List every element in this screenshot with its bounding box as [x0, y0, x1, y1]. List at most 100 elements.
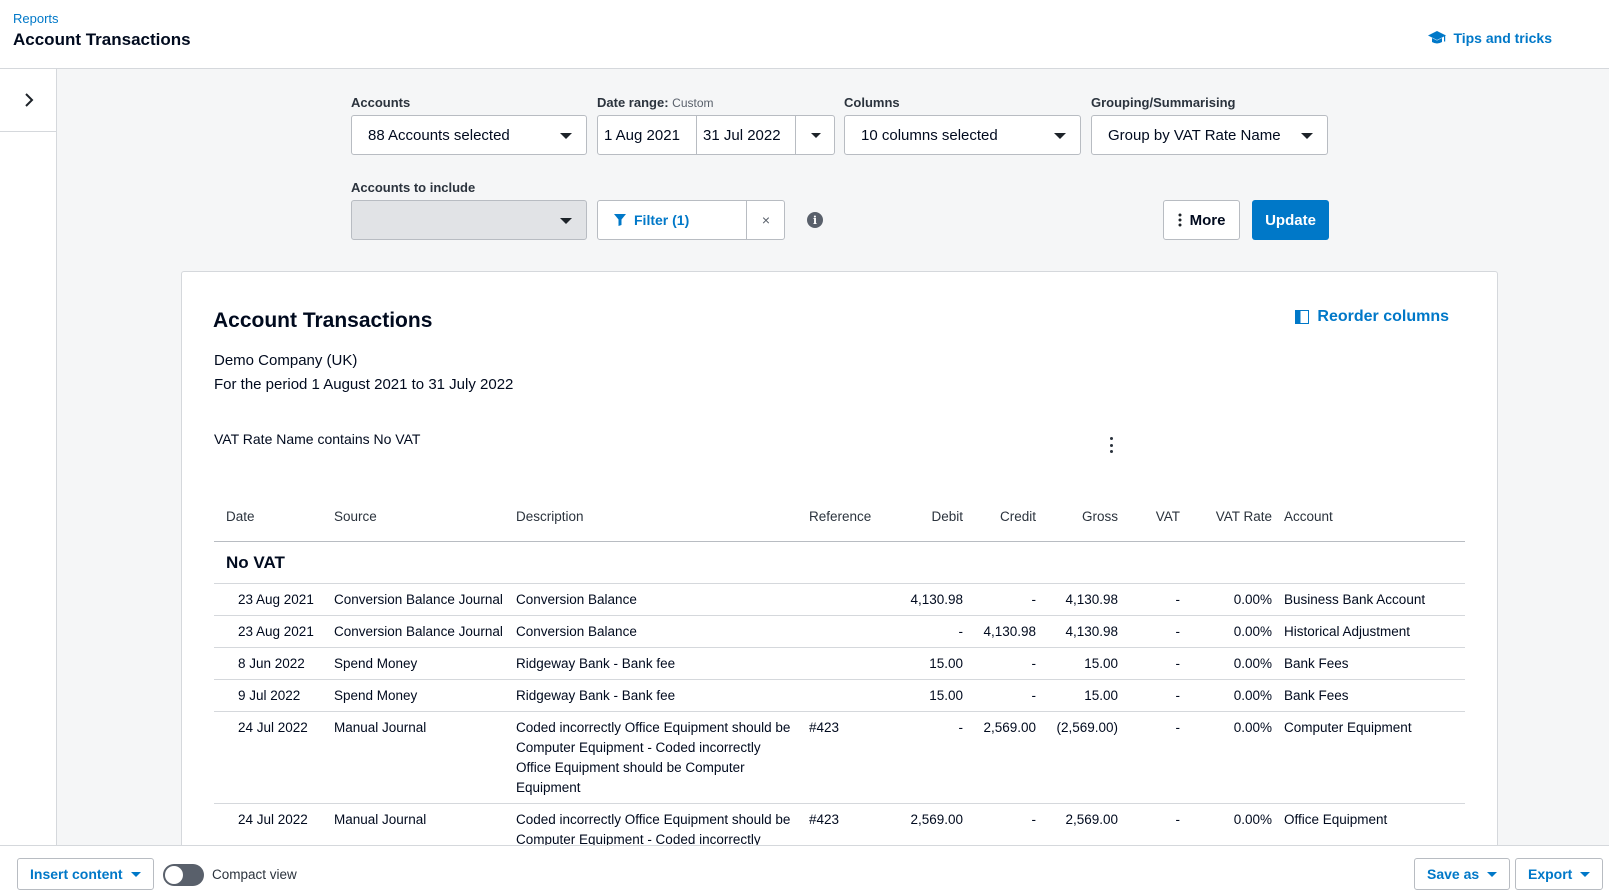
- table-row[interactable]: 24 Jul 2022 Manual Journal Coded incorrect…: [214, 803, 1465, 850]
- cell-vat: -: [1124, 711, 1186, 804]
- caret-down-icon: [811, 133, 821, 138]
- vertical-dots-icon: [1178, 213, 1182, 227]
- caret-down-icon: [130, 871, 141, 877]
- accounts-to-include-select[interactable]: [351, 200, 587, 240]
- cell-gross: 2,569.00: [1042, 803, 1124, 850]
- cell-vat-rate: 0.00%: [1186, 583, 1278, 616]
- table-row[interactable]: 8 Jun 2022 Spend Money Ridgeway Bank - Ban…: [214, 647, 1465, 680]
- reorder-columns-button[interactable]: Reorder columns: [1295, 308, 1449, 326]
- insert-content-button[interactable]: Insert content: [17, 858, 154, 890]
- columns-label: Columns: [844, 95, 900, 110]
- cell-account: Historical Adjustment: [1278, 615, 1465, 648]
- col-header-date[interactable]: Date: [214, 492, 328, 542]
- cell-description[interactable]: Coded incorrectly Office Equipment shoul…: [510, 711, 803, 804]
- filter-label: Filter (1): [634, 212, 690, 228]
- cell-reference: [803, 615, 899, 648]
- reorder-label: Reorder columns: [1317, 308, 1449, 325]
- cell-debit: 15.00: [899, 647, 969, 680]
- cell-description[interactable]: Conversion Balance: [510, 583, 803, 616]
- cell-account: Bank Fees: [1278, 679, 1465, 712]
- funnel-icon: [614, 214, 626, 226]
- col-header-source[interactable]: Source: [328, 492, 510, 542]
- export-button[interactable]: Export: [1515, 858, 1604, 890]
- table-row[interactable]: 23 Aug 2021 Conversion Balance Journal Con…: [214, 615, 1465, 648]
- more-label: More: [1189, 211, 1226, 229]
- report-title: Account Transactions: [213, 309, 433, 332]
- cell-vat: -: [1124, 679, 1186, 712]
- chevron-right-icon: [24, 93, 33, 107]
- cell-description[interactable]: Coded incorrectly Office Equipment shoul…: [510, 803, 803, 850]
- date-to-input[interactable]: 31 Jul 2022: [696, 115, 796, 155]
- tips-and-tricks-link[interactable]: Tips and tricks: [1427, 30, 1552, 46]
- more-button[interactable]: More: [1163, 200, 1240, 240]
- date-from-input[interactable]: 1 Aug 2021: [597, 115, 697, 155]
- grouping-select[interactable]: Group by VAT Rate Name: [1091, 115, 1328, 155]
- caret-down-icon: [1054, 133, 1066, 139]
- col-header-vat-rate[interactable]: VAT Rate: [1186, 492, 1278, 542]
- cell-account: Computer Equipment: [1278, 711, 1465, 804]
- col-header-debit[interactable]: Debit: [899, 492, 969, 542]
- cell-debit: 4,130.98: [899, 583, 969, 616]
- date-range-label: Date range: Custom: [597, 95, 714, 110]
- accounts-select[interactable]: 88 Accounts selected: [351, 115, 587, 155]
- cell-vat-rate: 0.00%: [1186, 711, 1278, 804]
- cell-gross: 15.00: [1042, 647, 1124, 680]
- save-as-button[interactable]: Save as: [1414, 858, 1511, 890]
- group-name: No VAT: [214, 541, 1465, 584]
- table-header-row: Date Source Description Reference Debit …: [214, 492, 1465, 542]
- expand-sidebar-button[interactable]: [0, 69, 57, 132]
- company-name: Demo Company (UK): [214, 352, 358, 369]
- caret-down-icon: [560, 133, 572, 139]
- table-row[interactable]: 24 Jul 2022 Manual Journal Coded incorrect…: [214, 711, 1465, 804]
- filter-button[interactable]: Filter (1): [598, 201, 747, 239]
- tips-label: Tips and tricks: [1453, 30, 1552, 46]
- date-range-mode: Custom: [672, 96, 714, 110]
- col-header-credit[interactable]: Credit: [969, 492, 1042, 542]
- breadcrumb-reports[interactable]: Reports: [13, 11, 59, 26]
- info-icon[interactable]: i: [807, 212, 823, 228]
- date-range-dropdown[interactable]: [795, 115, 835, 155]
- columns-select[interactable]: 10 columns selected: [844, 115, 1081, 155]
- compact-view-toggle[interactable]: [163, 864, 204, 886]
- col-header-gross[interactable]: Gross: [1042, 492, 1124, 542]
- top-header: Reports Account Transactions Tips and tr…: [0, 0, 1609, 69]
- cell-description[interactable]: Conversion Balance: [510, 615, 803, 648]
- table-row[interactable]: 9 Jul 2022 Spend Money Ridgeway Bank - Ban…: [214, 679, 1465, 712]
- accounts-label: Accounts: [351, 95, 411, 110]
- cell-date[interactable]: 23 Aug 2021: [214, 583, 328, 616]
- cell-date[interactable]: 24 Jul 2022: [214, 803, 328, 850]
- cell-account: Bank Fees: [1278, 647, 1465, 680]
- col-header-reference[interactable]: Reference: [803, 492, 899, 542]
- caret-down-icon: [1487, 871, 1498, 877]
- update-button[interactable]: Update: [1252, 200, 1329, 240]
- columns-icon: [1295, 310, 1310, 324]
- cell-date[interactable]: 9 Jul 2022: [214, 679, 328, 712]
- col-header-vat[interactable]: VAT: [1124, 492, 1186, 542]
- col-header-account[interactable]: Account: [1278, 492, 1465, 542]
- cell-credit: -: [969, 647, 1042, 680]
- report-options-icon[interactable]: [1108, 437, 1114, 453]
- cell-vat: -: [1124, 583, 1186, 616]
- export-label: Export: [1528, 866, 1573, 882]
- cell-vat-rate: 0.00%: [1186, 803, 1278, 850]
- compact-view-label: Compact view: [212, 867, 297, 882]
- col-header-description[interactable]: Description: [510, 492, 803, 542]
- cell-vat: -: [1124, 803, 1186, 850]
- cell-description[interactable]: Ridgeway Bank - Bank fee: [510, 647, 803, 680]
- cell-credit: 2,569.00: [969, 711, 1042, 804]
- grouping-label: Grouping/Summarising: [1091, 95, 1236, 110]
- cell-date[interactable]: 8 Jun 2022: [214, 647, 328, 680]
- cell-date[interactable]: 23 Aug 2021: [214, 615, 328, 648]
- table-row[interactable]: 23 Aug 2021 Conversion Balance Journal Con…: [214, 583, 1465, 616]
- accounts-to-include-label: Accounts to include: [351, 180, 476, 195]
- cell-debit: -: [899, 615, 969, 648]
- cell-gross: (2,569.00): [1042, 711, 1124, 804]
- cell-reference: #423: [803, 711, 899, 804]
- cell-reference: [803, 679, 899, 712]
- caret-down-icon: [1580, 871, 1591, 877]
- clear-filter-button[interactable]: ×: [747, 201, 785, 239]
- cell-source: Manual Journal: [328, 803, 510, 850]
- cell-description[interactable]: Ridgeway Bank - Bank fee: [510, 679, 803, 712]
- cell-gross: 4,130.98: [1042, 615, 1124, 648]
- cell-date[interactable]: 24 Jul 2022: [214, 711, 328, 804]
